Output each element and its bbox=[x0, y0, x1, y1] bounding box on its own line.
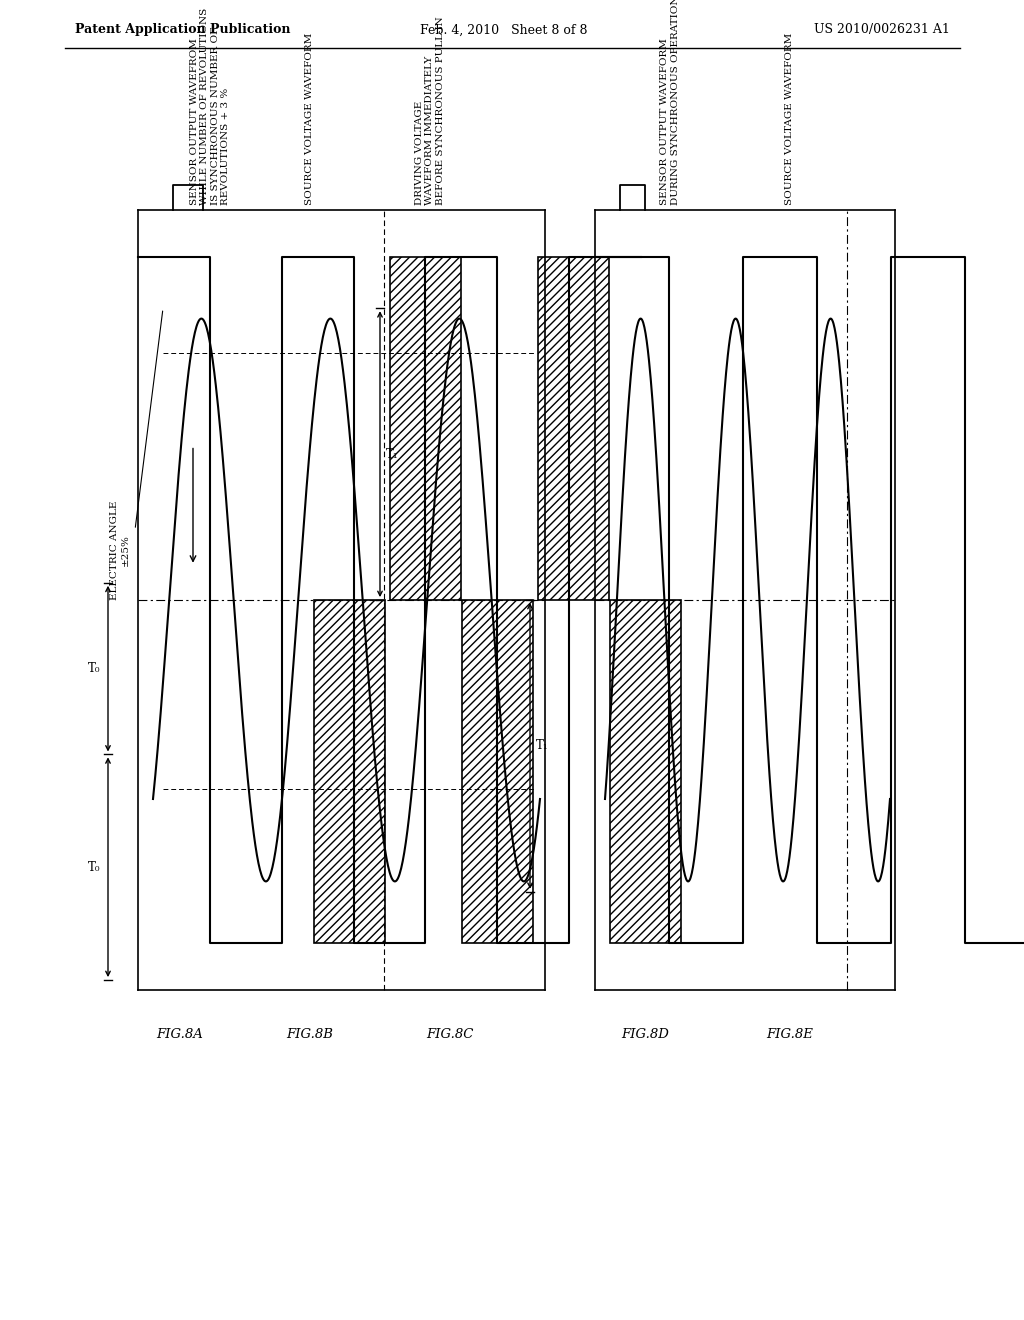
Text: ELECTRIC ANGLE
±25%: ELECTRIC ANGLE ±25% bbox=[111, 500, 130, 599]
Text: FIG.8B: FIG.8B bbox=[287, 1028, 334, 1041]
Bar bbox=[313, 601, 385, 944]
Text: FIG.8D: FIG.8D bbox=[622, 1028, 669, 1041]
Text: SENSOR OUTPUT WAVEFROM
WHILE NUMBER OF REVOLUTIONS
IS SYNCHRONOUS NUMBER OF
REVO: SENSOR OUTPUT WAVEFROM WHILE NUMBER OF R… bbox=[189, 8, 230, 205]
Bar bbox=[390, 257, 461, 601]
Text: DRIVING VOLTAGE
WAVEFORM IMMEDIATELY
BEFORE SYNCHRONOUS PULL-IN: DRIVING VOLTAGE WAVEFORM IMMEDIATELY BEF… bbox=[415, 16, 444, 205]
Text: FIG.8E: FIG.8E bbox=[767, 1028, 813, 1041]
Text: SOURCE VOLTAGE WAVEFORM: SOURCE VOLTAGE WAVEFORM bbox=[305, 33, 314, 205]
Text: Feb. 4, 2010   Sheet 8 of 8: Feb. 4, 2010 Sheet 8 of 8 bbox=[420, 24, 588, 37]
Text: SENSOR OUTPUT WAVEFORM
DURING SYNCHRONOUS OPERATION: SENSOR OUTPUT WAVEFORM DURING SYNCHRONOU… bbox=[660, 0, 680, 205]
Text: T₁: T₁ bbox=[536, 739, 549, 752]
Bar bbox=[610, 601, 681, 944]
Text: US 2010/0026231 A1: US 2010/0026231 A1 bbox=[814, 24, 950, 37]
Bar bbox=[538, 257, 609, 601]
Text: T₀: T₀ bbox=[87, 663, 100, 675]
Text: T₀: T₀ bbox=[87, 861, 100, 874]
Text: T₁: T₁ bbox=[386, 447, 398, 461]
Text: FIG.8C: FIG.8C bbox=[426, 1028, 474, 1041]
Bar bbox=[462, 601, 532, 944]
Text: SOURCE VOLTAGE WAVEFORM: SOURCE VOLTAGE WAVEFORM bbox=[785, 33, 795, 205]
Text: FIG.8A: FIG.8A bbox=[157, 1028, 204, 1041]
Text: Patent Application Publication: Patent Application Publication bbox=[75, 24, 291, 37]
